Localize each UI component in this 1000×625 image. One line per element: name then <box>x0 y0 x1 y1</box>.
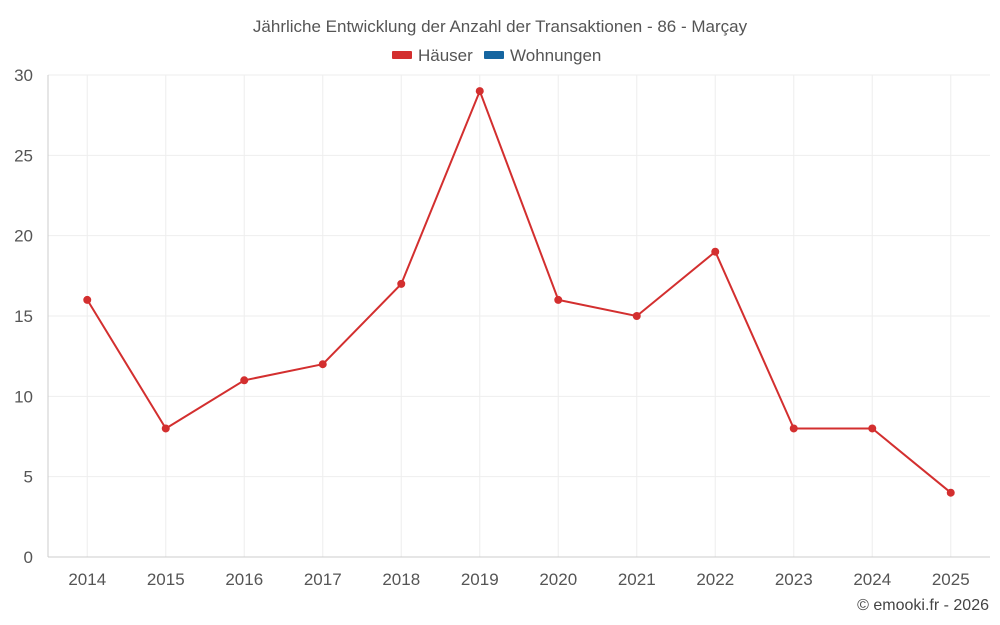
x-tick-label: 2018 <box>382 570 420 589</box>
series-line-0 <box>86 90 952 494</box>
y-tick-label: 25 <box>14 146 33 165</box>
x-tick-label: 2019 <box>461 570 499 589</box>
legend-label-wohnungen[interactable]: Wohnungen <box>510 46 601 65</box>
grid <box>48 74 990 557</box>
legend: Häuser Wohnungen <box>392 46 601 65</box>
data-point[interactable] <box>868 424 877 433</box>
x-tick-label: 2017 <box>304 570 342 589</box>
x-tick-label: 2023 <box>775 570 813 589</box>
data-point[interactable] <box>946 488 955 497</box>
x-tick-label: 2016 <box>225 570 263 589</box>
y-tick-label: 0 <box>24 548 33 567</box>
x-tick-label: 2020 <box>539 570 577 589</box>
data-point[interactable] <box>475 87 484 96</box>
x-tick-label: 2024 <box>853 570 891 589</box>
y-tick-label: 15 <box>14 307 33 326</box>
legend-label-haeuser[interactable]: Häuser <box>418 46 473 65</box>
x-tick-label: 2021 <box>618 570 656 589</box>
chart-title: Jährliche Entwicklung der Anzahl der Tra… <box>253 17 748 36</box>
series <box>83 87 955 497</box>
data-point[interactable] <box>318 360 327 369</box>
x-tick-label: 2022 <box>696 570 734 589</box>
y-tick-label: 10 <box>14 387 33 406</box>
y-tick-label: 20 <box>14 227 33 246</box>
legend-swatch-wohnungen[interactable] <box>484 51 504 59</box>
data-point[interactable] <box>161 424 170 433</box>
legend-swatch-haeuser[interactable] <box>392 51 412 59</box>
data-point[interactable] <box>83 295 92 304</box>
x-tick-label: 2015 <box>147 570 185 589</box>
y-tick-label: 5 <box>24 468 33 487</box>
data-point[interactable] <box>632 312 641 320</box>
data-point[interactable] <box>397 279 406 288</box>
y-tick-label: 30 <box>14 66 33 85</box>
x-tick-label: 2014 <box>68 570 106 589</box>
data-point[interactable] <box>789 424 798 433</box>
x-tick-label: 2025 <box>932 570 970 589</box>
data-point[interactable] <box>554 295 563 304</box>
data-point[interactable] <box>711 247 720 256</box>
credit-text: © emooki.fr - 2026 <box>857 597 989 614</box>
data-point[interactable] <box>240 376 249 385</box>
